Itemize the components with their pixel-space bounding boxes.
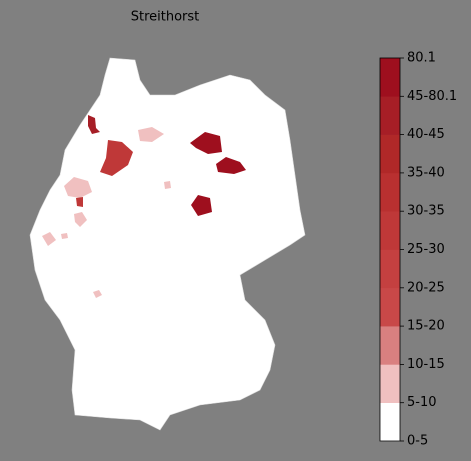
region [216, 157, 246, 174]
colorbar-label: 40-45 [407, 127, 445, 142]
colorbar-label: 20-25 [407, 280, 445, 295]
colorbar-band [380, 58, 400, 97]
region [93, 290, 102, 298]
colorbar-band [380, 249, 400, 289]
region [88, 115, 100, 134]
colorbar-label: 25-30 [407, 242, 445, 257]
region [64, 177, 92, 198]
colorbar-band [380, 364, 400, 403]
colorbar-band [380, 287, 400, 327]
region [191, 195, 212, 216]
colorbar-label: 10-15 [407, 357, 445, 372]
region [100, 140, 133, 176]
region [42, 232, 56, 246]
region [61, 233, 68, 239]
colorbar-band [380, 134, 400, 174]
region [164, 181, 171, 189]
colorbar-band [380, 326, 400, 365]
colorbar-band [380, 402, 400, 442]
colorbar-label: 5-10 [407, 395, 437, 410]
region [138, 127, 164, 142]
colorbar: 0-5 5-10 10-15 15-20 20-25 25-30 30-35 35-40 40-… [379, 51, 457, 449]
region [76, 197, 83, 207]
colorbar-label: 30-35 [407, 204, 445, 219]
colorbar-band [380, 172, 400, 212]
map-title: Streithorst [131, 10, 200, 25]
colorbar-label: 45-80.1 [407, 89, 457, 104]
germany-map [29, 57, 306, 431]
colorbar-band [380, 211, 400, 250]
colorbar-label: 80.1 [407, 51, 436, 66]
colorbar-band [380, 96, 400, 135]
region [190, 132, 222, 154]
region [74, 212, 87, 227]
colorbar-label: 15-20 [407, 319, 445, 334]
country-outline [29, 57, 306, 431]
colorbar-label: 0-5 [407, 434, 428, 449]
colorbar-label: 35-40 [407, 165, 445, 180]
